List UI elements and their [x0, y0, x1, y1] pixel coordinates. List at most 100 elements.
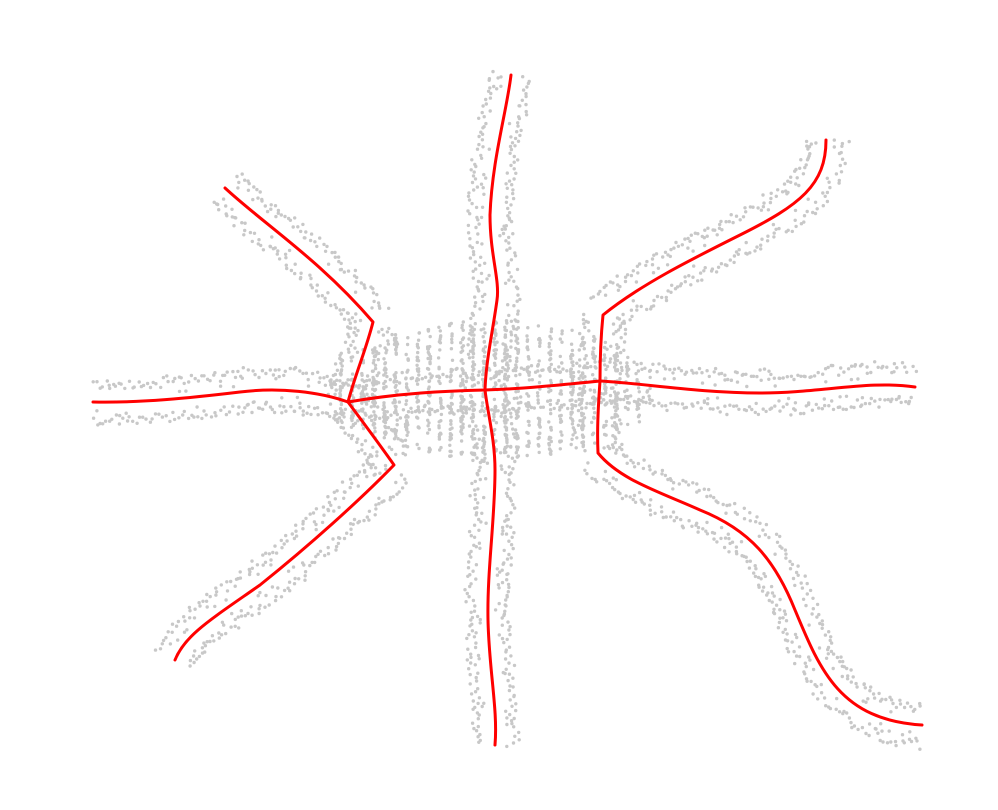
- point-dot: [470, 158, 474, 162]
- point-dot: [481, 126, 485, 130]
- point-dot: [504, 436, 509, 440]
- point-dot: [472, 170, 476, 174]
- point-dot: [509, 511, 513, 515]
- point-dot: [372, 379, 376, 383]
- point-dot: [460, 414, 464, 419]
- point-dot: [772, 231, 776, 235]
- point-dot: [340, 364, 344, 368]
- point-dot: [269, 563, 273, 567]
- point-dot: [803, 374, 807, 379]
- point-dot: [547, 341, 551, 346]
- point-dot: [421, 408, 425, 413]
- point-dot: [516, 351, 520, 355]
- point-dot: [482, 327, 486, 331]
- point-dot: [849, 405, 853, 409]
- point-dot: [539, 405, 543, 409]
- point-dot: [436, 356, 441, 360]
- point-dot: [559, 430, 563, 434]
- point-dot: [473, 260, 477, 264]
- point-dot: [561, 367, 565, 371]
- point-dot: [275, 252, 279, 256]
- point-dot: [503, 333, 508, 337]
- point-dot: [556, 398, 561, 403]
- point-dot: [404, 481, 408, 485]
- point-dot: [705, 234, 709, 238]
- point-dot: [278, 404, 282, 408]
- point-dot: [541, 368, 545, 372]
- point-dot: [427, 446, 432, 450]
- point-dot: [522, 367, 526, 371]
- point-dot: [473, 301, 478, 305]
- point-dot: [512, 327, 516, 331]
- point-dot: [230, 611, 234, 616]
- point-dot: [613, 415, 617, 419]
- point-dot: [574, 399, 578, 403]
- point-dot: [802, 220, 806, 224]
- point-dot: [224, 598, 228, 602]
- point-dot: [467, 198, 472, 202]
- point-dot: [821, 372, 825, 376]
- point-dot: [480, 704, 484, 709]
- point-dot: [290, 532, 294, 536]
- point-dot: [489, 91, 493, 96]
- point-dot: [403, 438, 408, 442]
- point-dot: [274, 214, 278, 219]
- point-dot: [509, 499, 513, 503]
- point-dot: [468, 494, 472, 498]
- point-dot: [747, 405, 752, 409]
- point-dot: [669, 515, 673, 519]
- point-dot: [389, 413, 393, 417]
- point-dot: [202, 641, 206, 645]
- point-dot: [577, 370, 581, 374]
- point-dot: [644, 263, 648, 268]
- point-dot: [339, 368, 344, 372]
- point-dot: [741, 215, 746, 219]
- point-dot: [377, 502, 381, 506]
- point-dot: [468, 212, 472, 216]
- point-dot: [686, 246, 690, 250]
- point-dot: [298, 401, 302, 405]
- point-dot: [840, 141, 845, 146]
- point-dot: [502, 561, 506, 565]
- point-dot: [382, 431, 387, 435]
- point-dot: [837, 181, 841, 185]
- point-dot: [231, 404, 235, 408]
- point-dot: [810, 408, 815, 412]
- point-dot: [388, 377, 392, 382]
- point-dot: [148, 420, 153, 424]
- point-dot: [416, 369, 421, 374]
- point-dot: [231, 369, 235, 374]
- point-dot: [270, 235, 274, 239]
- point-dot: [770, 600, 774, 604]
- point-dot: [512, 177, 516, 181]
- point-dot: [172, 417, 177, 422]
- point-dot: [837, 710, 842, 714]
- point-dot: [365, 374, 370, 378]
- point-dot: [483, 331, 487, 335]
- point-dot: [328, 402, 333, 406]
- point-dot: [702, 269, 706, 273]
- point-dot: [148, 385, 153, 390]
- point-dot: [664, 404, 668, 408]
- point-dot: [774, 603, 779, 607]
- point-dot: [161, 638, 166, 643]
- point-dot: [326, 495, 330, 499]
- point-dot: [510, 704, 514, 708]
- point-dot: [782, 609, 787, 613]
- point-dot: [582, 424, 586, 428]
- point-dot: [614, 451, 618, 455]
- point-dot: [622, 397, 626, 402]
- point-dot: [852, 724, 857, 728]
- point-dot: [632, 493, 637, 498]
- point-dot: [224, 204, 228, 208]
- point-dot: [508, 712, 512, 717]
- point-dot: [377, 371, 381, 375]
- point-dot: [688, 239, 692, 243]
- point-dot: [479, 156, 484, 160]
- point-dot: [470, 201, 474, 206]
- point-dot: [472, 535, 477, 539]
- point-dot: [613, 412, 617, 417]
- point-dot: [465, 636, 469, 641]
- point-dot: [636, 400, 640, 404]
- point-dot: [510, 721, 514, 726]
